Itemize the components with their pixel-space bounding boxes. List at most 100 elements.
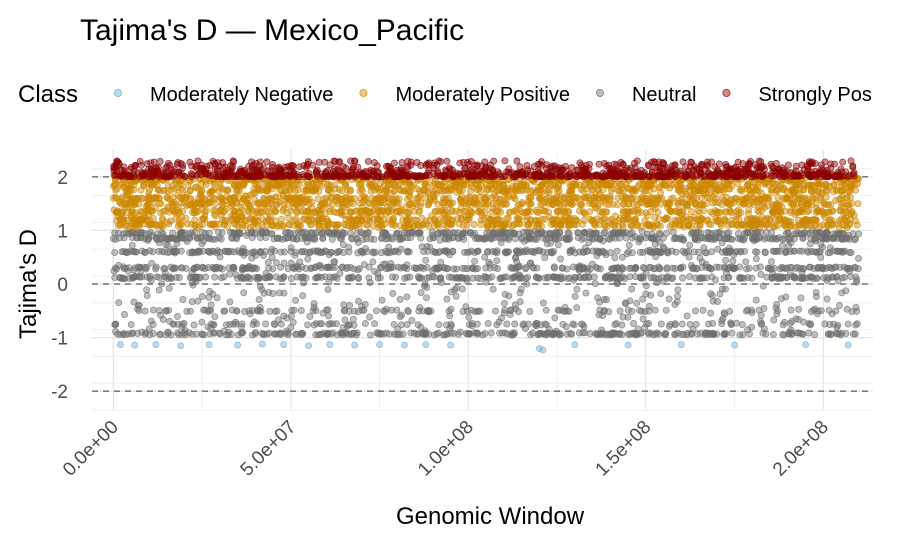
point-moderately-positive: [134, 217, 142, 225]
point-moderately-positive: [701, 181, 709, 189]
point-moderately-positive: [128, 208, 136, 216]
point-neutral: [178, 323, 186, 331]
point-neutral: [265, 288, 273, 296]
point-moderately-positive: [201, 212, 209, 220]
point-neutral: [218, 229, 226, 237]
point-moderately-positive: [768, 189, 776, 196]
point-neutral: [636, 306, 644, 314]
point-moderately-positive: [267, 180, 275, 188]
point-neutral: [436, 248, 444, 256]
point-moderately-positive: [453, 188, 461, 196]
point-neutral: [452, 284, 460, 292]
point-neutral: [517, 285, 525, 293]
point-moderately-positive: [278, 180, 286, 188]
point-neutral: [369, 258, 377, 266]
point-moderately-positive: [732, 194, 740, 202]
point-neutral: [262, 320, 270, 328]
point-neutral: [569, 246, 576, 254]
point-neutral: [687, 230, 695, 238]
point-neutral: [176, 230, 184, 238]
point-neutral: [353, 329, 361, 337]
point-neutral: [366, 278, 374, 286]
point-moderately-positive: [355, 223, 363, 231]
point-neutral: [838, 289, 846, 297]
point-neutral: [793, 329, 801, 337]
point-neutral: [149, 306, 157, 314]
point-neutral: [707, 265, 715, 273]
point-moderately-positive: [333, 223, 340, 231]
point-neutral: [585, 239, 593, 247]
point-neutral: [240, 251, 248, 259]
point-neutral: [495, 318, 503, 326]
point-neutral: [487, 329, 495, 337]
point-neutral: [160, 273, 168, 281]
point-neutral: [522, 246, 530, 254]
point-neutral: [246, 263, 253, 271]
point-moderately-positive: [588, 216, 596, 224]
point-neutral: [663, 264, 671, 272]
point-moderately-positive: [383, 203, 391, 211]
point-neutral: [575, 273, 583, 281]
point-neutral: [745, 264, 753, 272]
point-moderately-positive: [747, 190, 755, 198]
point-moderately-positive: [291, 217, 299, 225]
point-moderately-positive: [537, 201, 545, 209]
point-moderately-positive: [747, 221, 755, 228]
point-neutral: [721, 285, 729, 293]
point-neutral: [668, 247, 676, 255]
point-moderately-positive: [470, 220, 478, 228]
point-neutral: [797, 230, 805, 238]
point-neutral: [836, 301, 843, 309]
point-neutral: [155, 286, 163, 294]
point-neutral: [403, 273, 411, 281]
point-neutral: [740, 236, 748, 244]
point-moderately-positive: [342, 182, 350, 190]
point-neutral: [554, 241, 562, 249]
point-neutral: [393, 306, 401, 314]
point-moderately-positive: [373, 211, 380, 219]
point-neutral: [659, 277, 667, 285]
point-moderately-positive: [842, 213, 850, 221]
point-neutral: [782, 293, 790, 301]
point-neutral: [775, 274, 783, 282]
point-moderately-positive: [644, 183, 652, 191]
point-neutral: [110, 267, 118, 275]
point-moderately-positive: [832, 196, 840, 204]
point-moderately-positive: [512, 206, 520, 214]
point-neutral: [156, 331, 164, 338]
point-neutral: [143, 292, 151, 300]
point-moderately-positive: [775, 206, 783, 214]
point-neutral: [596, 234, 604, 242]
point-neutral: [760, 235, 768, 243]
point-neutral: [425, 307, 433, 315]
point-neutral: [437, 278, 445, 286]
point-moderately-positive: [503, 184, 511, 192]
point-moderately-positive: [332, 196, 340, 204]
point-moderately-positive: [657, 182, 664, 190]
point-neutral: [489, 285, 497, 293]
point-moderately-positive: [205, 198, 213, 206]
legend: Moderately Negative Moderately Positive Ne…: [114, 84, 872, 106]
point-moderately-positive: [712, 215, 720, 223]
point-moderately-positive: [206, 220, 214, 228]
point-neutral: [469, 265, 477, 272]
point-neutral: [591, 230, 599, 237]
point-neutral: [596, 298, 604, 306]
point-neutral: [507, 306, 515, 314]
point-neutral: [646, 246, 654, 254]
point-moderately-positive: [791, 211, 799, 219]
point-neutral: [657, 290, 665, 298]
point-neutral: [389, 273, 396, 281]
point-moderately-positive: [311, 185, 318, 193]
point-moderately-positive: [140, 179, 148, 187]
point-moderately-positive: [263, 196, 271, 204]
point-neutral: [194, 263, 201, 271]
point-neutral: [148, 232, 156, 240]
point-neutral: [287, 312, 295, 320]
point-moderately-positive: [754, 183, 762, 191]
point-neutral: [230, 229, 238, 237]
point-neutral: [571, 292, 579, 300]
point-neutral: [840, 263, 848, 271]
point-moderately-positive: [280, 201, 288, 209]
point-neutral: [115, 261, 123, 269]
